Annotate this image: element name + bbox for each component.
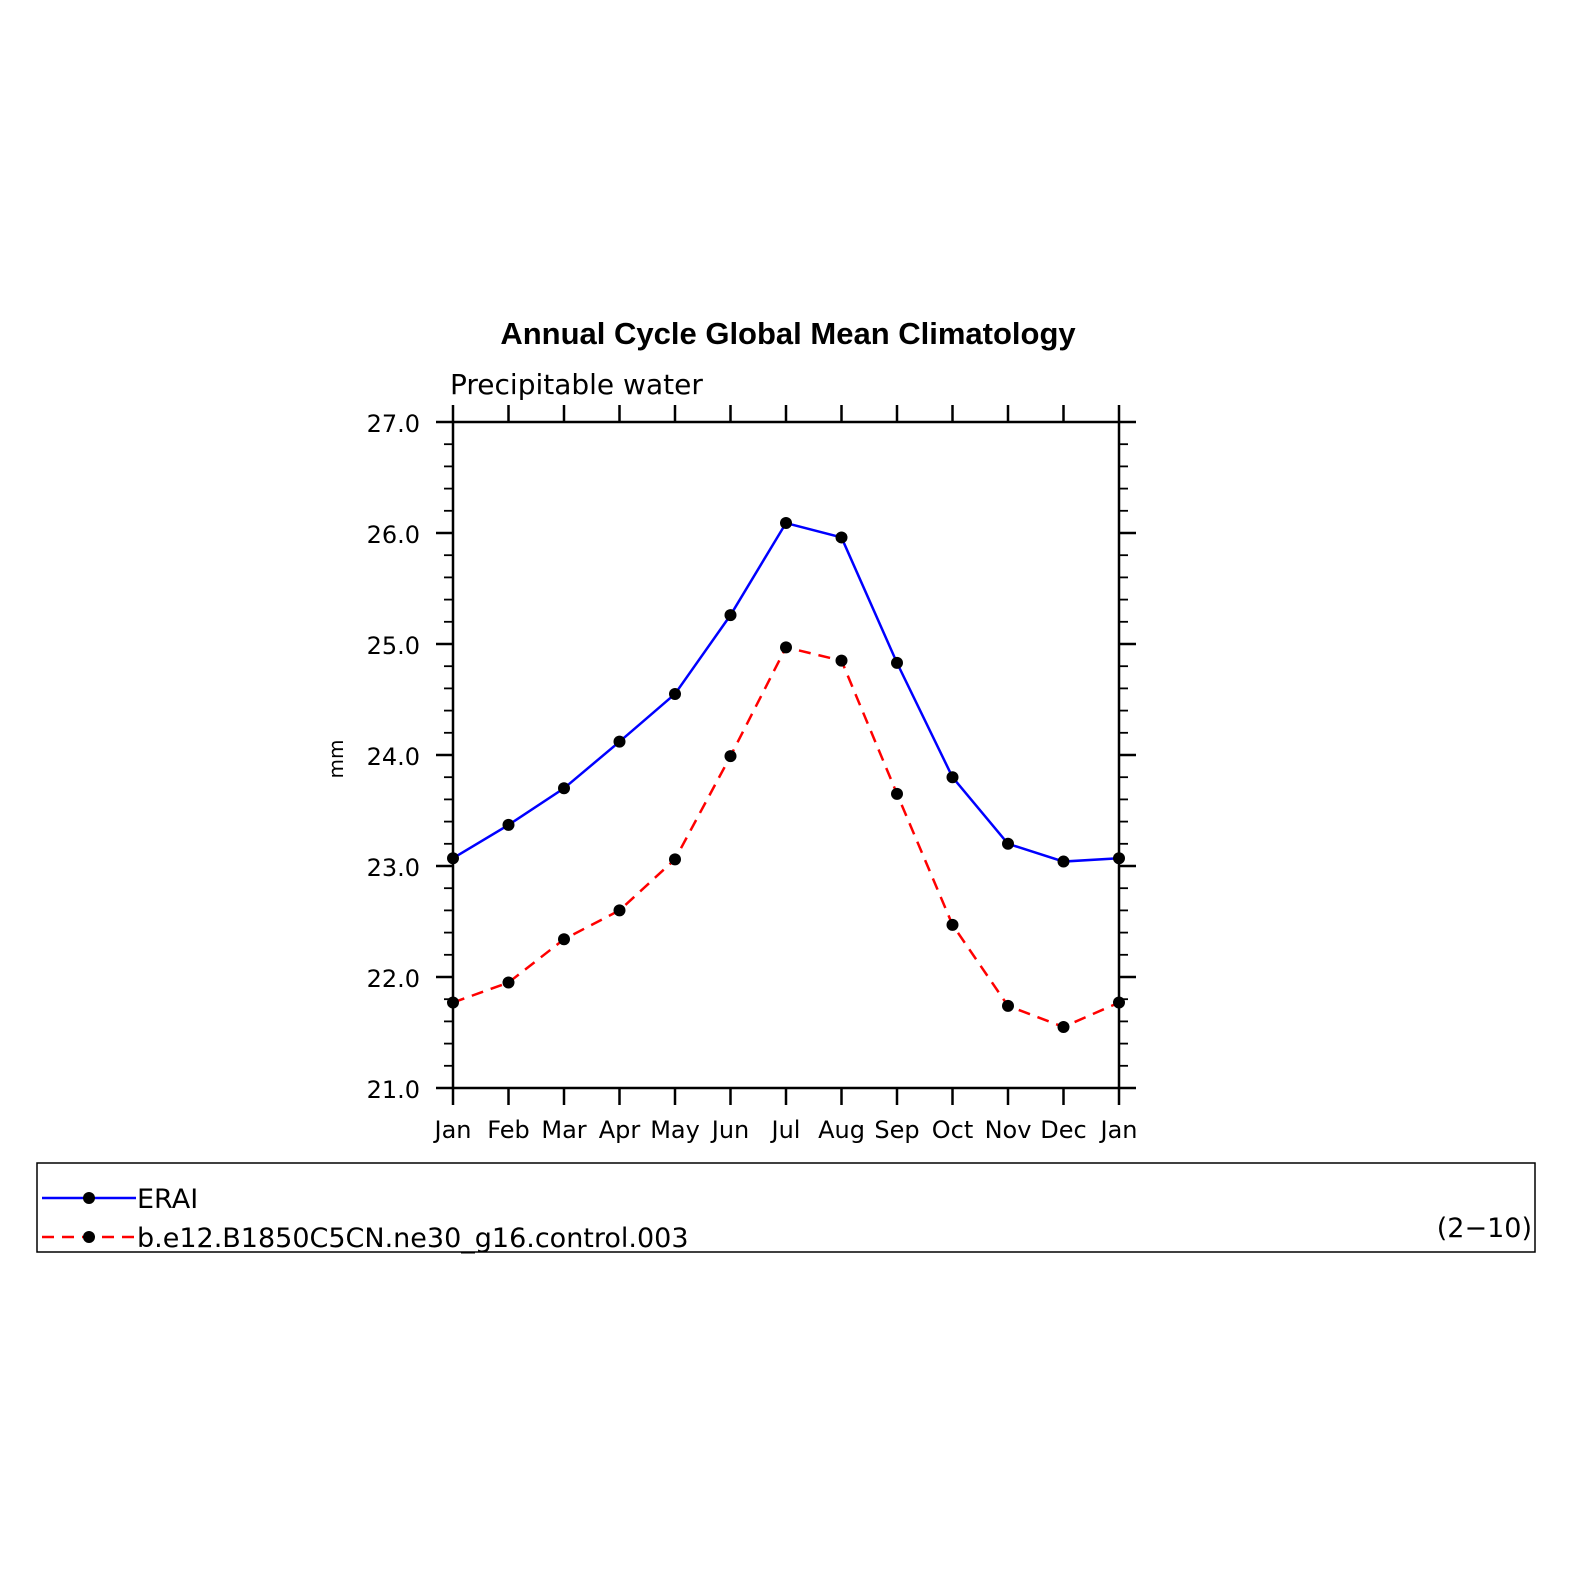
y-tick-label: 27.0 xyxy=(367,410,420,438)
data-point xyxy=(891,656,903,669)
x-tick-label: Feb xyxy=(487,1116,530,1144)
axes: Jan Feb Mar Apr May Jun Jul Aug Sep Oct Nov Dec Jan 2… xyxy=(367,405,1138,1144)
y-tick-label: 25.0 xyxy=(367,632,420,660)
y-tick-label: 21.0 xyxy=(367,1076,420,1104)
data-point xyxy=(447,852,459,865)
data-point xyxy=(1113,996,1125,1009)
x-tick-label: May xyxy=(650,1116,700,1144)
x-tick-label: Mar xyxy=(541,1116,586,1144)
y-axis-label: mm xyxy=(324,740,348,779)
legend-box xyxy=(36,1162,1536,1253)
data-point xyxy=(780,517,792,530)
x-tick-label: Nov xyxy=(985,1116,1032,1144)
data-point xyxy=(502,976,515,989)
series-layer xyxy=(447,517,1125,1033)
data-point xyxy=(613,904,626,917)
data-point xyxy=(724,609,737,622)
data-point xyxy=(502,818,515,831)
x-tick-label: Apr xyxy=(599,1116,641,1144)
x-tick-label: Jan xyxy=(1099,1116,1138,1144)
y-tick-label: 22.0 xyxy=(367,965,420,993)
y-tick-label: 26.0 xyxy=(367,521,420,549)
data-point xyxy=(946,771,959,784)
x-tick-label: Jan xyxy=(433,1116,472,1144)
data-point xyxy=(780,641,792,654)
data-point xyxy=(1002,999,1014,1012)
x-tick-label: Oct xyxy=(932,1116,974,1144)
x-tick-label: Jul xyxy=(770,1116,801,1144)
data-point xyxy=(835,654,848,667)
data-point xyxy=(447,996,459,1009)
series-line-1 xyxy=(452,645,1120,1029)
data-point xyxy=(835,531,848,544)
y-tick-label: 23.0 xyxy=(367,854,420,882)
data-point xyxy=(724,750,737,763)
data-point xyxy=(1113,852,1125,865)
data-point xyxy=(558,782,570,795)
legend-label-0: ERAI xyxy=(137,1184,198,1215)
x-tick-label: Jun xyxy=(710,1116,750,1144)
data-point xyxy=(669,853,681,866)
y-tick-label: 24.0 xyxy=(367,743,420,771)
chart-title: Annual Cycle Global Mean Climatology xyxy=(500,316,1076,351)
legend-note: (2−10) xyxy=(1437,1213,1532,1244)
legend-marker xyxy=(83,1231,95,1243)
series-line-0 xyxy=(452,521,1120,863)
data-point xyxy=(613,735,626,748)
legend: ERAI b.e12.B1850C5CN.ne30_g16.control.003 xyxy=(42,1184,689,1254)
x-tick-label: Dec xyxy=(1040,1116,1086,1144)
x-tick-label: Aug xyxy=(818,1116,865,1144)
legend-label-1: b.e12.B1850C5CN.ne30_g16.control.003 xyxy=(137,1223,689,1254)
data-point xyxy=(1057,1020,1070,1033)
legend-marker xyxy=(83,1192,95,1204)
data-point xyxy=(1057,855,1070,868)
x-tick-label: Sep xyxy=(874,1116,919,1144)
data-point xyxy=(558,933,570,946)
data-point xyxy=(946,918,959,931)
data-point xyxy=(891,787,903,800)
data-point xyxy=(1002,837,1014,850)
data-point xyxy=(669,687,681,700)
chart-subtitle: Precipitable water xyxy=(450,368,703,401)
